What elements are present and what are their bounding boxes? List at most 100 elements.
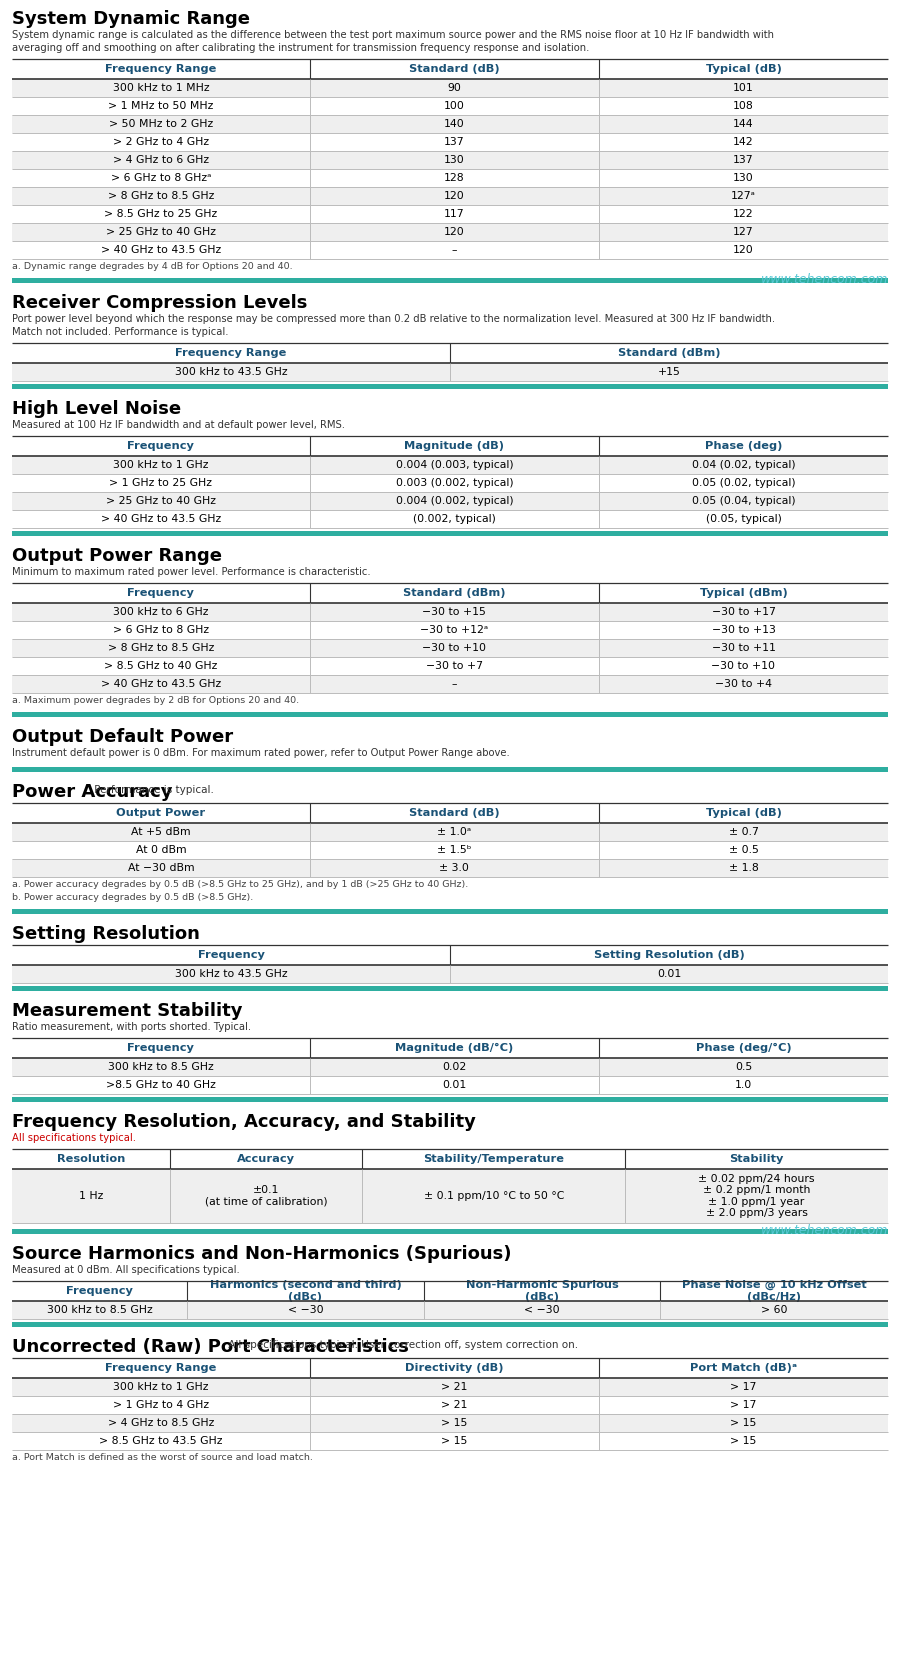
Bar: [12, 509, 888, 528]
Text: 140: 140: [444, 119, 464, 129]
Text: 300 kHz to 6 GHz: 300 kHz to 6 GHz: [113, 606, 209, 616]
Bar: [12, 169, 888, 187]
Text: (0.002, typical): (0.002, typical): [413, 514, 496, 524]
Text: 101: 101: [734, 84, 754, 94]
Text: Magnitude (dB/°C): Magnitude (dB/°C): [395, 1044, 514, 1054]
Text: > 50 MHz to 2 GHz: > 50 MHz to 2 GHz: [109, 119, 213, 129]
Text: Ratio measurement, with ports shorted. Typical.: Ratio measurement, with ports shorted. T…: [12, 1022, 251, 1032]
Text: > 1 GHz to 25 GHz: > 1 GHz to 25 GHz: [110, 478, 212, 488]
Text: Phase Noise @ 10 kHz Offset
(dBc/Hz): Phase Noise @ 10 kHz Offset (dBc/Hz): [681, 1281, 867, 1303]
Text: > 40 GHz to 43.5 GHz: > 40 GHz to 43.5 GHz: [101, 514, 221, 524]
Text: 0.05 (0.02, typical): 0.05 (0.02, typical): [691, 478, 796, 488]
Bar: [12, 1301, 888, 1319]
Text: –: –: [452, 245, 457, 256]
Text: > 21: > 21: [441, 1399, 468, 1409]
Text: 130: 130: [444, 155, 464, 165]
Bar: [12, 531, 888, 536]
Text: < −30: < −30: [288, 1304, 323, 1314]
Text: Directivity (dB): Directivity (dB): [405, 1363, 504, 1373]
Text: www.tehencom.com: www.tehencom.com: [760, 1224, 888, 1237]
Text: Frequency: Frequency: [128, 1044, 194, 1054]
Text: Stability: Stability: [729, 1154, 784, 1164]
Text: Harmonics (second and third)
(dBc): Harmonics (second and third) (dBc): [210, 1281, 401, 1303]
Text: Frequency Range: Frequency Range: [105, 63, 217, 73]
Bar: [12, 711, 888, 716]
Text: −30 to +10: −30 to +10: [422, 643, 486, 653]
Text: 300 kHz to 8.5 GHz: 300 kHz to 8.5 GHz: [47, 1304, 152, 1314]
Text: Non-Harmonic Spurious
(dBc): Non-Harmonic Spurious (dBc): [465, 1281, 618, 1303]
Text: Frequency Range: Frequency Range: [176, 347, 287, 357]
Bar: [12, 603, 888, 621]
Text: 137: 137: [734, 155, 754, 165]
Text: > 8.5 GHz to 40 GHz: > 8.5 GHz to 40 GHz: [104, 661, 218, 671]
Text: Magnitude (dB): Magnitude (dB): [404, 441, 504, 451]
Text: > 40 GHz to 43.5 GHz: > 40 GHz to 43.5 GHz: [101, 680, 221, 690]
Text: 144: 144: [734, 119, 754, 129]
Text: 300 kHz to 1 GHz: 300 kHz to 1 GHz: [113, 459, 209, 469]
Text: Output Power: Output Power: [116, 808, 205, 818]
Bar: [12, 277, 888, 282]
Text: 142: 142: [734, 137, 754, 147]
Text: ± 3.0: ± 3.0: [439, 863, 469, 873]
Text: Setting Resolution (dB): Setting Resolution (dB): [594, 950, 744, 960]
Bar: [12, 362, 888, 381]
Text: Resolution: Resolution: [57, 1154, 125, 1164]
Text: All specifications typical.: All specifications typical.: [12, 1132, 136, 1142]
Bar: [12, 134, 888, 150]
Text: ± 0.7: ± 0.7: [728, 827, 759, 837]
Text: 1 Hz: 1 Hz: [78, 1191, 103, 1201]
Text: Standard (dB): Standard (dB): [410, 63, 500, 73]
Bar: [12, 656, 888, 675]
Bar: [12, 1431, 888, 1450]
Text: High Level Noise: High Level Noise: [12, 401, 181, 418]
Bar: [12, 842, 888, 858]
Text: Standard (dBm): Standard (dBm): [403, 588, 506, 598]
Bar: [12, 187, 888, 205]
Text: 0.003 (0.002, typical): 0.003 (0.002, typical): [396, 478, 513, 488]
Text: Standard (dBm): Standard (dBm): [617, 347, 720, 357]
Text: Measurement Stability: Measurement Stability: [12, 1002, 242, 1020]
Bar: [12, 908, 888, 913]
Text: > 6 GHz to 8 GHzᵃ: > 6 GHz to 8 GHzᵃ: [111, 174, 212, 184]
Text: > 15: > 15: [441, 1418, 468, 1428]
Text: Output Default Power: Output Default Power: [12, 728, 233, 746]
Text: 300 kHz to 8.5 GHz: 300 kHz to 8.5 GHz: [108, 1062, 214, 1072]
Bar: [12, 1075, 888, 1094]
Text: > 15: > 15: [730, 1418, 757, 1428]
Text: > 40 GHz to 43.5 GHz: > 40 GHz to 43.5 GHz: [101, 245, 221, 256]
Text: Standard (dB): Standard (dB): [410, 808, 500, 818]
Text: Receiver Compression Levels: Receiver Compression Levels: [12, 294, 308, 312]
Text: Typical (dB): Typical (dB): [706, 63, 781, 73]
Bar: [12, 205, 888, 224]
Text: Instrument default power is 0 dBm. For maximum rated power, refer to Output Powe: Instrument default power is 0 dBm. For m…: [12, 748, 509, 758]
Text: Frequency: Frequency: [128, 441, 194, 451]
Text: Source Harmonics and Non-Harmonics (Spurious): Source Harmonics and Non-Harmonics (Spur…: [12, 1246, 511, 1263]
Bar: [12, 965, 888, 984]
Bar: [12, 1396, 888, 1414]
Text: averaging off and smoothing on after calibrating the instrument for transmission: averaging off and smoothing on after cal…: [12, 43, 590, 53]
Bar: [12, 640, 888, 656]
Text: Measured at 0 dBm. All specifications typical.: Measured at 0 dBm. All specifications ty…: [12, 1264, 239, 1274]
Bar: [12, 1323, 888, 1328]
Text: www.tehencom.com: www.tehencom.com: [760, 272, 888, 286]
Text: +15: +15: [658, 367, 680, 377]
Text: a. Maximum power degrades by 2 dB for Options 20 and 40.: a. Maximum power degrades by 2 dB for Op…: [12, 696, 299, 705]
Text: Port power level beyond which the response may be compressed more than 0.2 dB re: Port power level beyond which the respon…: [12, 314, 775, 324]
Text: −30 to +13: −30 to +13: [712, 625, 776, 635]
Text: 120: 120: [444, 227, 464, 237]
Text: > 8.5 GHz to 25 GHz: > 8.5 GHz to 25 GHz: [104, 209, 218, 219]
Text: –: –: [452, 680, 457, 690]
Text: 0.004 (0.003, typical): 0.004 (0.003, typical): [396, 459, 513, 469]
Text: 0.02: 0.02: [442, 1062, 466, 1072]
Text: Output Power Range: Output Power Range: [12, 548, 222, 564]
Text: ± 1.8: ± 1.8: [729, 863, 759, 873]
Text: 300 kHz to 1 MHz: 300 kHz to 1 MHz: [112, 84, 209, 94]
Bar: [12, 675, 888, 693]
Bar: [12, 78, 888, 97]
Text: Performance is typical.: Performance is typical.: [91, 785, 213, 795]
Text: 127ᵃ: 127ᵃ: [731, 190, 756, 200]
Bar: [12, 224, 888, 240]
Text: 130: 130: [734, 174, 754, 184]
Bar: [12, 985, 888, 990]
Text: 300 kHz to 43.5 GHz: 300 kHz to 43.5 GHz: [175, 969, 287, 979]
